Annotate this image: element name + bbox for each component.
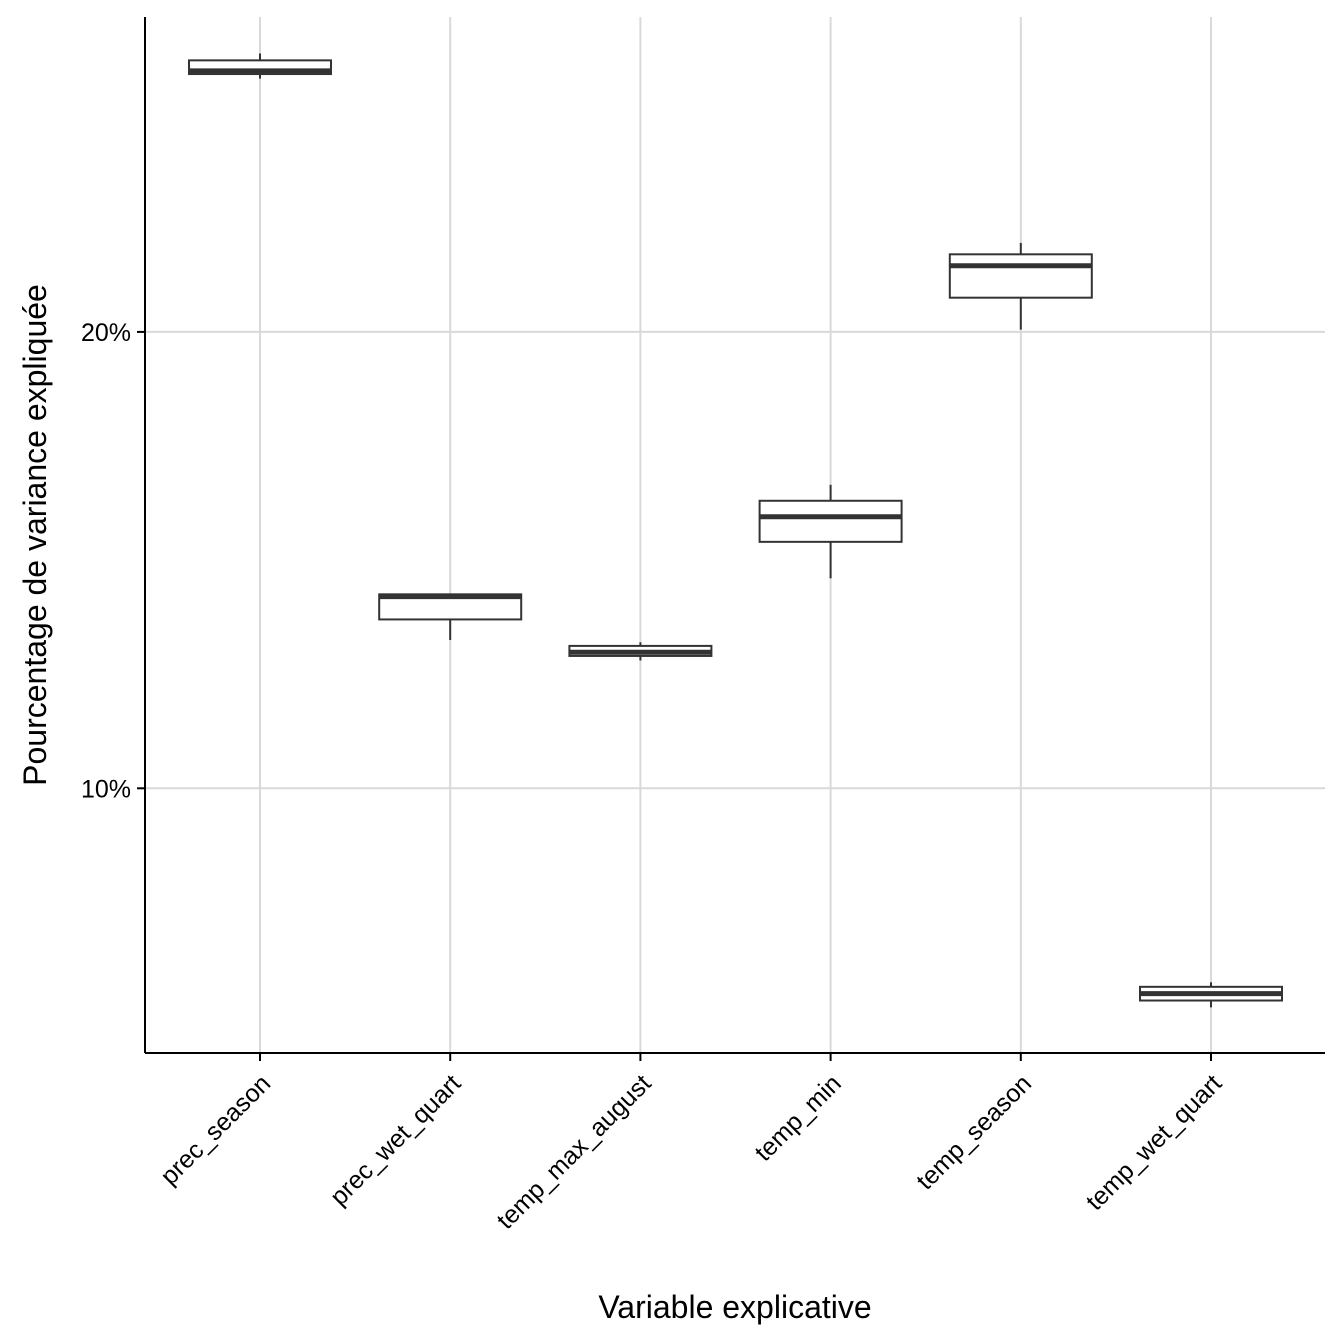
x-tick-label: temp_min [749, 1069, 846, 1166]
box-body [758, 499, 903, 543]
box-body [948, 253, 1093, 299]
grid-lines [145, 17, 1325, 1053]
x-axis-title: Variable explicative [598, 1289, 871, 1325]
x-tick-label: prec_wet_quart [325, 1069, 467, 1211]
box-temp-wet-quart [1139, 982, 1283, 1008]
y-axis-title: Pourcentage de variance expliquée [17, 284, 53, 786]
tick-labels: 10% 20% prec_season prec_wet_quart temp_max_… [81, 319, 1227, 1235]
box-prec-wet-quart [378, 593, 523, 640]
y-tick-label: 20% [81, 319, 131, 347]
box-temp-season [948, 242, 1093, 330]
x-tick-label: temp_max_august [491, 1069, 656, 1234]
box-temp-max-august [568, 642, 713, 661]
box-prec-season [188, 53, 332, 79]
axes [144, 17, 1325, 1054]
box-temp-min [758, 484, 903, 579]
box-series [188, 53, 1283, 1008]
x-tick-label: prec_season [155, 1069, 276, 1190]
y-tick-label: 10% [81, 775, 131, 803]
x-tick-label: temp_season [911, 1069, 1037, 1195]
x-tick-label: temp_wet_quart [1081, 1069, 1228, 1216]
